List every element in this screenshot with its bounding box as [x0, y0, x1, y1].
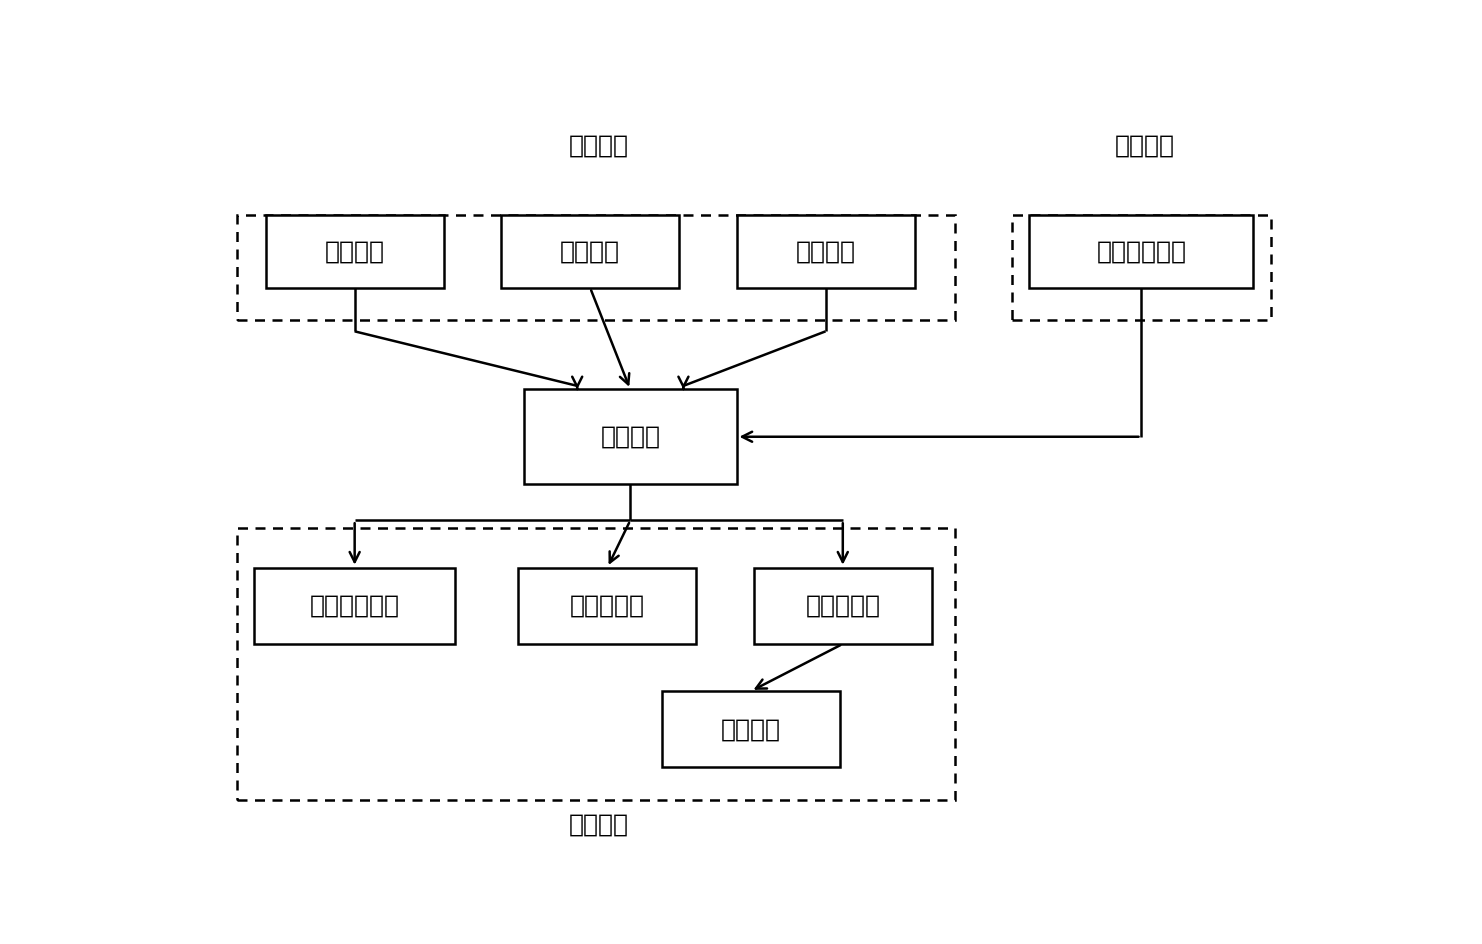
Bar: [255, 567, 455, 644]
Text: 俯仰数据: 俯仰数据: [796, 240, 855, 263]
Bar: [237, 215, 954, 320]
Text: 结果数据: 结果数据: [569, 812, 628, 836]
Text: 横坡倾斜角: 横坡倾斜角: [571, 594, 645, 617]
Text: 车辆位置数据: 车辆位置数据: [1097, 240, 1187, 263]
Text: 路面形变: 路面形变: [720, 717, 781, 741]
Text: 弯道横坡半径: 弯道横坡半径: [310, 594, 400, 617]
Bar: [754, 567, 932, 644]
Text: 纵曲线半径: 纵曲线半径: [805, 594, 880, 617]
Bar: [737, 215, 914, 288]
Bar: [1030, 215, 1254, 288]
Text: 横滚数据: 横滚数据: [560, 240, 619, 263]
Bar: [662, 691, 840, 767]
Text: 处理系统: 处理系统: [600, 425, 661, 448]
Bar: [519, 567, 697, 644]
Text: 姿态数据: 姿态数据: [569, 134, 628, 158]
Bar: [265, 215, 443, 288]
Bar: [1012, 215, 1270, 320]
Text: 航向数据: 航向数据: [325, 240, 385, 263]
Bar: [501, 215, 679, 288]
Text: 位置数据: 位置数据: [1114, 134, 1174, 158]
Bar: [525, 390, 737, 484]
Bar: [237, 528, 954, 801]
